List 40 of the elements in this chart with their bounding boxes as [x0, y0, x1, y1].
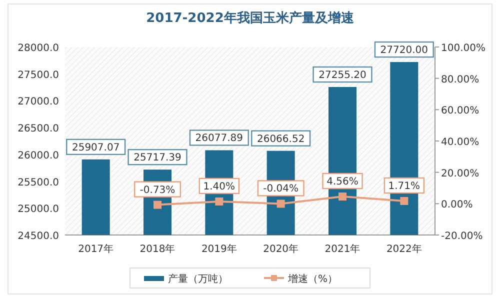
y-tick-label: 26500.0 [18, 124, 59, 135]
data-label: 27720.00 [380, 45, 428, 56]
chart-title: 2017-2022年我国玉米产量及增速 [146, 10, 355, 26]
y-tick-label: 26000.0 [18, 150, 59, 162]
data-label: 26066.52 [256, 134, 305, 145]
x-tick-label: 2018年 [140, 243, 176, 255]
data-label: 26077.89 [195, 133, 244, 144]
data-label: -0.73% [140, 184, 176, 196]
data-label: 4.56% [326, 176, 358, 188]
y2-tick-label: 60.00% [441, 106, 480, 117]
y2-tick-label: 0.00% [441, 200, 473, 211]
y2-tick-label: -20.00% [441, 231, 483, 242]
data-label: 27255.20 [318, 70, 366, 82]
y2-tick-label: 40.00% [441, 137, 480, 148]
x-tick-label: 2020年 [263, 243, 299, 255]
data-label: 1.40% [203, 181, 236, 192]
y2-tick-label: 80.00% [441, 74, 480, 86]
y-tick-label: 28000.0 [18, 43, 59, 54]
data-label: -0.04% [263, 184, 299, 195]
x-tick-label: 2022年 [386, 243, 422, 255]
x-tick-label: 2019年 [201, 243, 237, 255]
y-tick-label: 24500.0 [18, 231, 59, 242]
point [215, 197, 224, 206]
point [276, 200, 285, 208]
x-tick-label: 2021年 [324, 243, 360, 255]
data-label: 25717.39 [134, 152, 182, 164]
point [338, 192, 346, 201]
point [400, 196, 408, 205]
y2-tick-label: 100.00% [441, 43, 486, 54]
data-label: 25907.07 [72, 142, 120, 154]
point [154, 200, 162, 209]
data-label: 1.71% [388, 180, 420, 192]
legend-label: 增速（%） [287, 273, 338, 285]
y-tick-label: 27000.0 [18, 96, 59, 108]
legend-label: 产量（万吨） [168, 273, 228, 285]
y-tick-label: 27500.0 [18, 70, 59, 81]
y-tick-label: 25000.0 [18, 204, 59, 216]
y2-tick-label: 20.00% [441, 168, 480, 180]
y-tick-label: 25500.0 [18, 177, 59, 188]
x-tick-label: 2017年 [78, 243, 114, 255]
